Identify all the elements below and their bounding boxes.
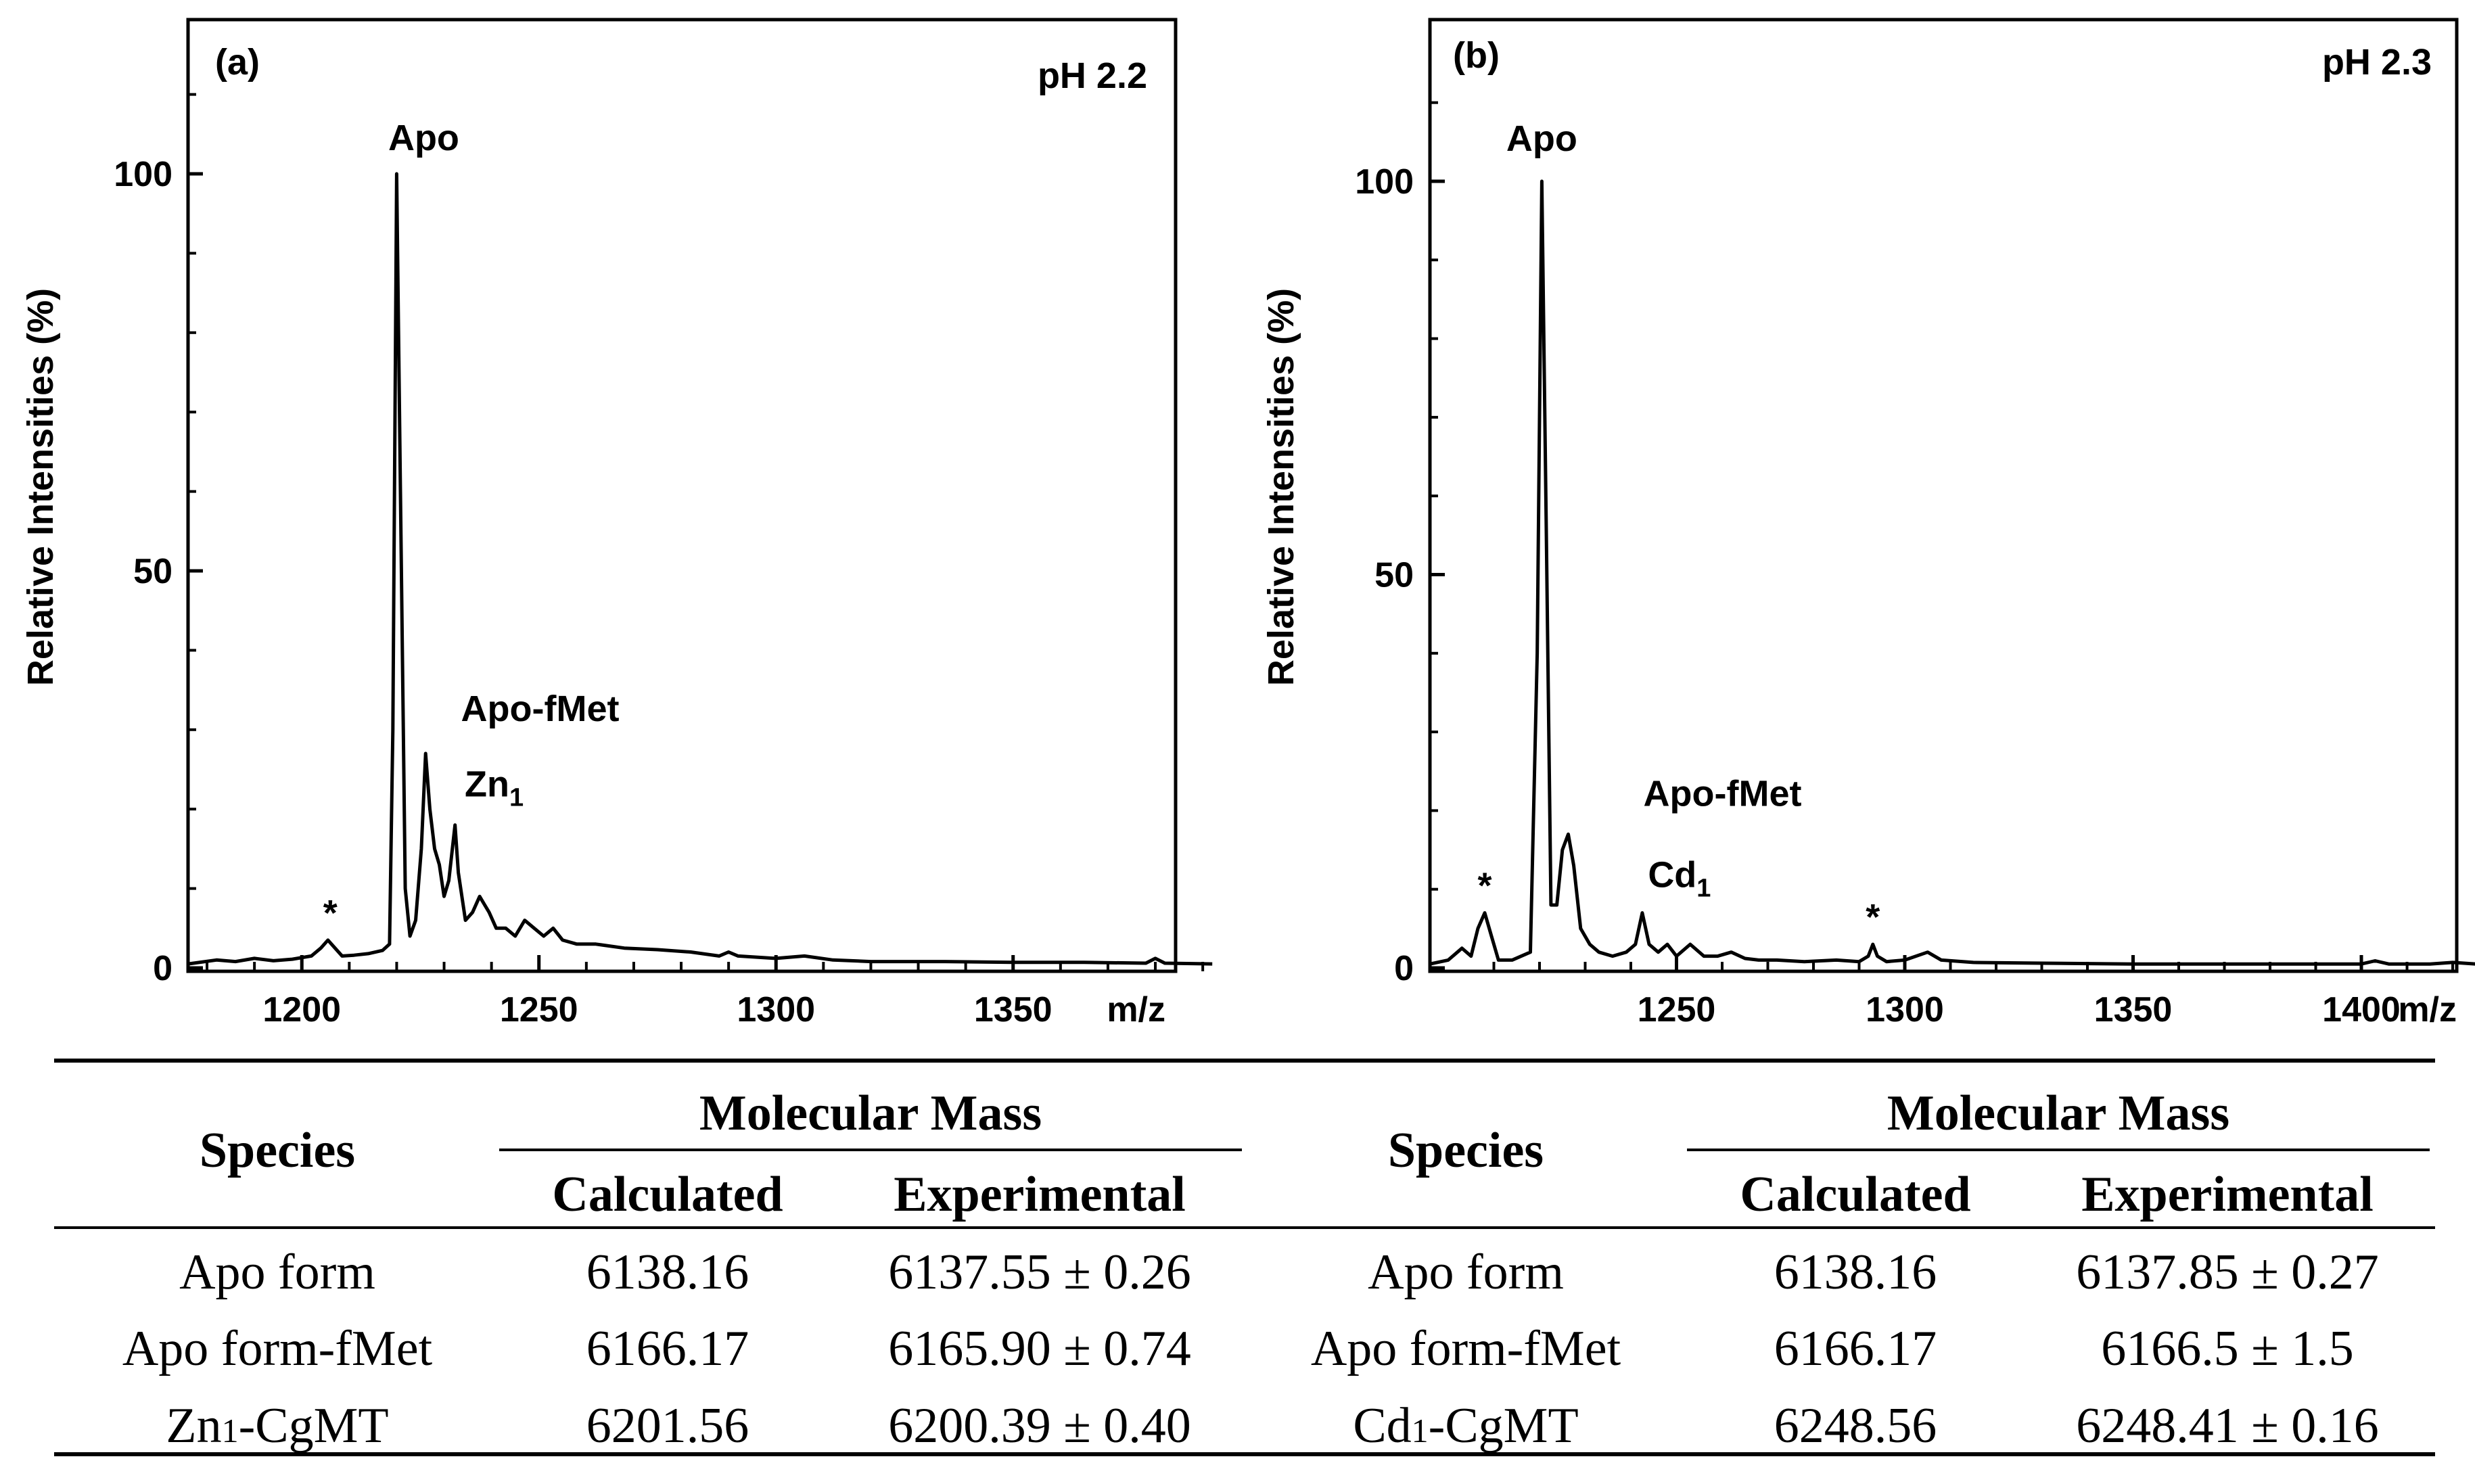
x-tick-label: 1350 [2094,990,2173,1029]
annotations-a: Apo Apo-fMet Zn1 * [323,118,620,933]
condition-label-b: pH 2.3 [2322,42,2432,83]
y-axis-label-a: Relative Intensities (%) [20,288,61,686]
x-tick-label: 1350 [974,990,1053,1029]
table-cell-experimental: 6248.41 ± 0.16 [2076,1398,2379,1454]
panel-label-a: (a) [215,42,260,83]
table-cell-experimental: 6137.85 ± 0.27 [2076,1245,2379,1300]
x-axis-label-b: m/z [2398,990,2457,1029]
y-tick-label: 100 [114,155,172,194]
experimental-header-right: Experimental [2081,1167,2374,1222]
table-cell-experimental: 6137.55 ± 0.26 [888,1245,1191,1300]
y-tick-label: 0 [1394,949,1414,988]
y-axis-label-b: Relative Intensities (%) [1261,288,1301,686]
molecular-mass-header-left: Molecular Mass [699,1086,1042,1141]
peak-label: Apo-fMet [461,689,620,729]
y-tick-label: 100 [1355,162,1414,202]
table-cell-species: Apo form [1368,1245,1564,1300]
spectrum-line-a [187,172,1213,966]
table-cell-experimental: 6165.90 ± 0.74 [888,1321,1191,1376]
species-header-left: Species [200,1123,355,1178]
table-cell-calculated: 6201.56 [586,1398,749,1454]
table-cell-experimental: 6200.39 ± 0.40 [888,1398,1191,1454]
table-cell-species: Apo form [179,1245,375,1300]
x-tick-label: 1250 [1638,990,1716,1029]
x-tick-label: 1250 [500,990,578,1029]
species-header-right: Species [1388,1123,1544,1178]
chart-panel-b: (b) pH 2.3 Relative Intensities (%) m/z … [1261,18,2475,1029]
table-cell-species: Zn1-CgMT [166,1398,388,1454]
plot-frame-b [1428,18,2459,973]
table-cell-calculated: 6248.56 [1774,1398,1937,1454]
ticks-a: 0 50 100 1200 1250 1300 1350 [114,93,1205,1029]
table-cell-species: Apo form-fMet [122,1321,433,1376]
calculated-header-right: Calculated [1740,1167,1970,1222]
peak-label: * [1866,897,1880,937]
spectrum-line-b [1429,179,2475,966]
table-cell-species: Apo form-fMet [1311,1321,1621,1376]
chart-panel-a: (a) pH 2.2 Relative Intensities (%) m/z … [20,18,1213,1029]
table-cell-experimental: 6166.5 ± 1.5 [2101,1321,2354,1376]
plot-frame-a [186,18,1178,973]
peak-label: * [1477,866,1491,906]
experimental-header-left: Experimental [894,1167,1186,1222]
peak-label: Apo [388,118,459,158]
peak-label: Zn1 [465,764,524,812]
ticks-b: 0 50 100 1250 1300 1350 1400 [1355,101,2454,1029]
x-tick-label: 1300 [737,990,815,1029]
y-tick-label: 0 [153,949,172,988]
y-tick-label: 50 [1374,556,1414,595]
calculated-header-left: Calculated [552,1167,783,1222]
mass-table: Species Molecular Mass Calculated Experi… [54,1059,2435,1456]
x-tick-label: 1400 [2322,990,2401,1029]
table-cell-calculated: 6138.16 [586,1245,749,1300]
x-axis-label-a: m/z [1107,990,1165,1029]
peak-label: Cd1 [1648,855,1711,903]
peak-label: * [323,893,338,933]
molecular-mass-header-right: Molecular Mass [1887,1086,2229,1141]
table-cell-calculated: 6138.16 [1774,1245,1937,1300]
table-cell-calculated: 6166.17 [586,1321,749,1376]
table-cell-species: Cd1-CgMT [1353,1398,1578,1454]
peak-label: Apo-fMet [1644,773,1802,814]
condition-label-a: pH 2.2 [1038,55,1147,96]
x-tick-label: 1200 [262,990,341,1029]
y-tick-label: 50 [133,552,172,591]
peak-label: Apo [1506,118,1577,159]
panel-label-b: (b) [1453,35,1500,76]
table-cell-calculated: 6166.17 [1774,1321,1937,1376]
annotations-b: Apo Apo-fMet Cd1 * * [1477,118,1880,937]
x-tick-label: 1300 [1866,990,1944,1029]
